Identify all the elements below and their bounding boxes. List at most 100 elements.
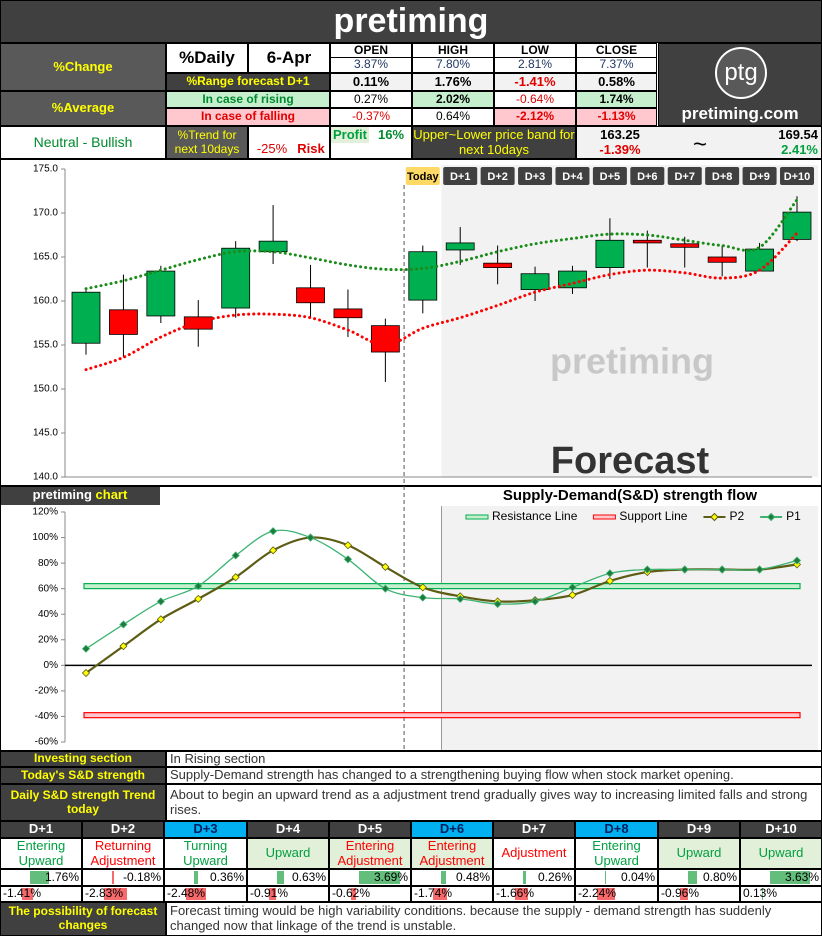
day-label: D+6 — [637, 171, 658, 183]
down-value: -2.24% — [578, 886, 617, 901]
level-band — [83, 583, 801, 590]
y-tick-label: -40% — [35, 711, 58, 722]
section-label: Daily S&D strength Trend today — [0, 784, 166, 821]
down-value: 0.13% — [743, 886, 778, 901]
legend-swatch — [465, 514, 489, 520]
legend-label: Resistance Line — [492, 509, 578, 523]
series-marker — [231, 551, 240, 560]
day-box — [780, 167, 814, 185]
day-box — [443, 167, 478, 185]
down-cell — [247, 886, 329, 902]
forecast-shade — [441, 506, 818, 750]
up-bar — [277, 871, 284, 884]
up-cell — [411, 869, 493, 886]
day-box — [592, 167, 627, 185]
y-tick-label: 20% — [38, 634, 58, 645]
profit-value: 16% — [377, 127, 405, 142]
section-label: Investing section — [0, 751, 166, 767]
day-status: Upward — [658, 838, 740, 869]
band-line — [84, 231, 799, 372]
y-tick-label: 140.0 — [33, 472, 58, 483]
day-status: Entering Upward — [575, 838, 658, 869]
legend-swatch — [766, 512, 776, 522]
up-value: 0.26% — [537, 869, 572, 884]
day-box — [405, 167, 440, 185]
y-tick-label: 120% — [32, 507, 58, 518]
series-marker — [456, 594, 465, 603]
y-tick-label: 150.0 — [33, 384, 58, 395]
day-box — [667, 167, 702, 185]
chart-label: pretiming chart — [33, 487, 128, 502]
day-status: Turning Upward — [164, 838, 247, 869]
note-label: The possibility of forecast changes — [0, 902, 166, 936]
day-header: D+4 — [247, 821, 329, 838]
band-line — [84, 198, 799, 291]
candle-body — [258, 240, 288, 253]
up-value: 0.63% — [291, 869, 326, 884]
day-header: D+3 — [164, 821, 247, 838]
up-value: 3.63% — [784, 869, 819, 884]
series-marker — [381, 584, 390, 593]
band-panel — [576, 126, 822, 159]
day-header: D+1 — [0, 821, 82, 838]
y-tick-label: 175.0 — [33, 164, 58, 175]
day-status: Upward — [740, 838, 822, 869]
series-marker — [568, 590, 577, 600]
y-tick-label: 165.0 — [33, 252, 58, 263]
candle-body — [483, 262, 513, 268]
down-bar — [104, 888, 127, 900]
day-box — [518, 167, 553, 185]
candle-body — [445, 242, 475, 251]
down-value: -2.48% — [167, 886, 206, 901]
day-header: D+8 — [575, 821, 658, 838]
down-cell — [493, 886, 575, 902]
series-marker — [418, 583, 427, 592]
down-bar — [597, 888, 615, 900]
y-tick-label: 0% — [44, 660, 59, 671]
level-band — [83, 712, 801, 719]
up-value: 0.80% — [702, 869, 737, 884]
chart-label-accent: chart — [96, 487, 128, 502]
series-marker — [755, 565, 764, 574]
series-marker — [269, 527, 278, 536]
chart-title: Supply-Demand(S&D) strength flow — [503, 487, 757, 504]
band-high: 169.54 — [778, 127, 818, 142]
day-label: D+4 — [562, 171, 583, 183]
series-marker — [231, 573, 240, 582]
daily-value: 7.80% — [412, 57, 494, 73]
watermark: pretiming — [550, 341, 714, 382]
candle-body — [333, 308, 363, 319]
up-bar — [112, 871, 114, 884]
candle-body — [408, 251, 438, 301]
day-header: D+6 — [411, 821, 493, 838]
down-value: -0.96% — [661, 886, 700, 901]
annotation: Forecast — [551, 440, 710, 482]
up-bar — [523, 871, 526, 884]
y-tick-label: 40% — [38, 609, 58, 620]
day-box — [630, 167, 665, 185]
profit-label: Profit — [331, 127, 369, 143]
up-bar — [688, 871, 697, 884]
candle-body — [146, 270, 176, 317]
up-bar — [359, 871, 400, 884]
falling-value: -0.37% — [330, 108, 412, 126]
logo-mark: ptg — [715, 47, 767, 99]
candle-body — [370, 325, 400, 353]
band-label: Upper~Lower price band for next 10days — [412, 126, 576, 159]
legend-swatch — [710, 512, 719, 522]
falling-value: -2.12% — [494, 108, 576, 126]
series-marker — [568, 583, 577, 592]
series-marker — [119, 620, 128, 629]
falling-value: -1.13% — [576, 108, 657, 126]
y-tick-label: 160.0 — [33, 296, 58, 307]
candle-body — [595, 239, 625, 268]
logo-site: pretiming.com — [681, 104, 799, 124]
down-value: -0.62% — [332, 886, 371, 901]
day-label: D+8 — [712, 171, 733, 183]
day-label: D+9 — [749, 171, 770, 183]
down-cell — [0, 886, 82, 902]
series-marker — [343, 555, 353, 564]
day-label: Today — [407, 171, 439, 183]
rising-value: 2.02% — [412, 91, 494, 108]
